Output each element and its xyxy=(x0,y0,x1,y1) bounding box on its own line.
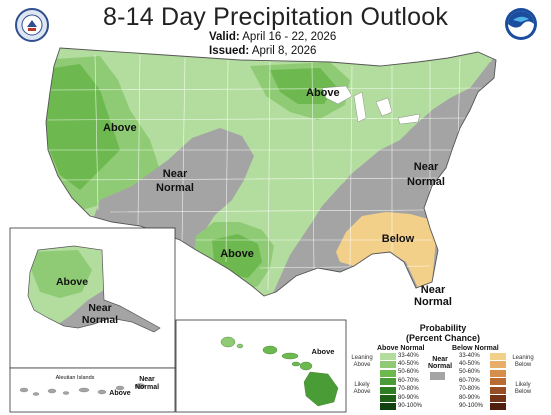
leaning-above-label: Leaning Above xyxy=(351,355,373,368)
label-alaska-near-2: Normal xyxy=(82,314,118,326)
page-title: 8-14 Day Precipitation Outlook xyxy=(102,3,449,31)
label-aleutian-islands: Aleutian Islands xyxy=(56,375,95,381)
above-normal-swatch xyxy=(380,395,396,402)
above-normal-range-label: 90-100% xyxy=(398,402,423,409)
aleutian-islands xyxy=(19,383,146,396)
above-normal-swatch xyxy=(380,403,396,411)
below-normal-southeast-region xyxy=(336,212,436,288)
above-normal-range-label: 40-50% xyxy=(398,360,419,367)
commerce-seal-icon xyxy=(15,8,49,42)
label-below-se: Below xyxy=(382,233,415,245)
below-normal-swatch xyxy=(490,403,506,411)
below-normal-range-label: 60-70% xyxy=(459,377,480,384)
label-near-fl-1: Near xyxy=(421,284,446,296)
valid-dates: Valid: April 16 - 22, 2026 xyxy=(209,31,336,43)
issued-label: Issued: xyxy=(209,45,250,57)
label-aleutian-near-1: Near xyxy=(139,376,155,383)
below-normal-swatch xyxy=(490,361,506,369)
below-normal-range-label: 50-60% xyxy=(459,369,480,376)
near-heading-line2: Normal xyxy=(428,363,453,370)
legend-title-line1: Probability xyxy=(419,323,467,333)
label-above-texas: Above xyxy=(220,248,254,260)
label-near-sw-2: Normal xyxy=(156,182,194,194)
leaning-below-label: Leaning Below xyxy=(512,355,534,368)
below-normal-range-label: 90-100% xyxy=(459,402,484,409)
hawaii-map xyxy=(220,336,339,407)
issued-value: April 8, 2026 xyxy=(251,45,317,57)
below-normal-swatch xyxy=(490,386,506,394)
label-above-north: Above xyxy=(306,87,340,99)
label-aleutian-above: Above xyxy=(109,390,131,397)
label-alaska-above: Above xyxy=(56,276,88,288)
label-alaska-near-1: Near xyxy=(88,302,111,314)
above-normal-swatch xyxy=(380,361,396,369)
above-normal-range-label: 80-90% xyxy=(398,394,419,401)
label-near-ne-1: Near xyxy=(414,161,439,173)
alaska-map xyxy=(27,245,161,333)
legend-title: Probability (Percent Chance) xyxy=(368,323,518,343)
issued-date: Issued: April 8, 2026 xyxy=(209,45,316,57)
below-normal-swatch xyxy=(490,353,506,360)
above-normal-swatch xyxy=(380,378,396,386)
legend-title-line2: (Percent Chance) xyxy=(405,333,481,343)
label-near-fl-2: Normal xyxy=(414,296,452,308)
above-normal-swatch xyxy=(380,386,396,394)
below-normal-swatch xyxy=(490,369,506,377)
label-above-west: Above xyxy=(103,122,137,134)
below-normal-range-label: 40-50% xyxy=(459,360,480,367)
below-normal-range-label: 70-80% xyxy=(459,386,480,393)
below-normal-range-label: 80-90% xyxy=(459,394,480,401)
above-normal-range-label: 33-40% xyxy=(398,352,419,359)
likely-above-label: Likely Above xyxy=(353,382,371,395)
below-normal-swatch xyxy=(490,395,506,402)
below-normal-range-label: 33-40% xyxy=(459,352,480,359)
label-near-sw-1: Near xyxy=(163,168,188,180)
valid-label: Valid: xyxy=(209,31,240,43)
noaa-logo-icon xyxy=(505,8,537,40)
label-aleutian-near-2: Normal xyxy=(135,384,159,391)
aleutian-inset-frame xyxy=(9,367,176,413)
near-heading-line1: Near xyxy=(432,356,448,363)
above-normal-swatch xyxy=(380,353,396,360)
above-normal-swatch xyxy=(380,369,396,377)
below-normal-heading: Below Normal xyxy=(452,345,499,352)
above-normal-range-label: 60-70% xyxy=(398,377,419,384)
above-normal-range-label: 50-60% xyxy=(398,369,419,376)
valid-value: April 16 - 22, 2026 xyxy=(242,31,337,43)
label-near-ne-2: Normal xyxy=(407,176,445,188)
near-normal-swatch xyxy=(430,372,445,380)
above-normal-range-label: 70-80% xyxy=(398,386,419,393)
label-hawaii-above: Above xyxy=(312,347,335,356)
above-normal-heading: Above Normal xyxy=(377,345,425,352)
near-normal-heading: Near Normal xyxy=(428,356,452,370)
below-normal-swatch xyxy=(490,378,506,386)
likely-below-label: Likely Below xyxy=(514,382,532,395)
